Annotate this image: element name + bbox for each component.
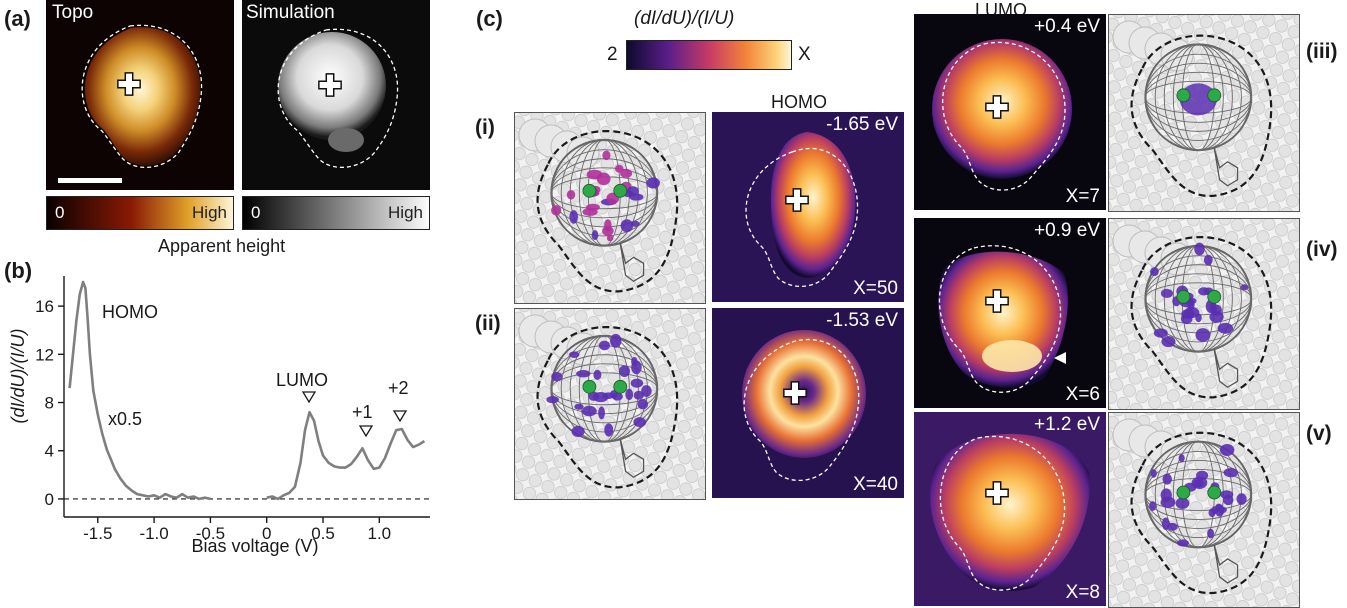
map-homo-1-x: X=50: [853, 278, 898, 299]
c-colorbar: [626, 40, 792, 70]
y-tick-label: 4: [45, 442, 54, 461]
chart-annotations: HOMO x0.5 LUMO +1 +2: [102, 302, 409, 438]
x-tick-label: -0.5: [196, 524, 225, 543]
panel-a-label: (a): [4, 6, 31, 31]
topo-image: Topo: [46, 0, 234, 190]
x-tick-label: 0: [262, 524, 271, 543]
molecule-svg-iii: [1109, 15, 1299, 211]
sim-colorbar: 0 High: [242, 196, 430, 230]
plus2-annotation: +2: [388, 378, 409, 398]
map-lumo-plus2-energy: +1.2 eV: [1033, 414, 1100, 435]
label-ii: (ii): [475, 312, 501, 335]
label-i: (i): [475, 116, 495, 139]
y-tick-label: 0: [45, 490, 54, 509]
map-lumo-plus2: +1.2 eV X=8: [914, 412, 1106, 606]
molecule-model-iv: [1108, 218, 1300, 410]
molecule-svg-ii: [515, 309, 705, 499]
y-tick-label: 16: [35, 297, 54, 316]
molecule-svg-i: [515, 113, 705, 303]
panel-c-label: (c): [476, 6, 503, 31]
x-tick-label: -1.0: [139, 524, 168, 543]
map-lumo: +0.4 eV X=7: [914, 14, 1106, 210]
plus1-annotation: +1: [352, 402, 373, 422]
molecule-model-v: [1108, 412, 1300, 608]
topo-colorbar-max: High: [192, 203, 227, 222]
homo-annotation: HOMO: [102, 302, 158, 322]
molecule-model-ii: [514, 308, 706, 500]
molecule-model-i: [514, 112, 706, 304]
y-tick-label: 8: [45, 394, 54, 413]
topo-image-svg: [46, 0, 234, 190]
c-colorbar-title: (dI/dU)/(I/U): [634, 8, 735, 29]
c-colorbar-max: X: [798, 44, 811, 65]
map-homo-1-energy: -1.65 eV: [826, 114, 898, 135]
molecule-svg-iv: [1109, 219, 1299, 409]
homo-header: HOMO: [771, 92, 827, 112]
scale-bar: [58, 178, 122, 183]
lumo-annotation: LUMO: [276, 370, 328, 390]
map-homo-1: -1.65 eV X=50: [712, 112, 904, 302]
plus2-triangle: [392, 410, 408, 423]
map-lumo-plus2-x: X=8: [1065, 582, 1100, 603]
topo-colorbar-min: 0: [55, 203, 65, 222]
apparent-height-caption: Apparent height: [158, 236, 286, 256]
x-tick-label: -1.5: [83, 524, 112, 543]
chart-axes: -1.5 -1.0 -0.5 0 0.5 1.0 0 4 8 12 16: [35, 276, 430, 543]
label-iv: (iv): [1306, 238, 1338, 261]
sim-colorbar-min: 0: [251, 203, 261, 222]
x-tick-label: 1.0: [368, 524, 392, 543]
c-colorbar-min: 2: [607, 44, 618, 65]
simulation-title: Simulation: [246, 2, 335, 23]
molecule-svg-v: [1109, 413, 1299, 607]
chart-curves: [68, 280, 426, 501]
spectrum-line-negative: [68, 280, 211, 501]
topo-colorbar: 0 High: [46, 196, 234, 230]
map-lumo-energy: +0.4 eV: [1033, 16, 1100, 37]
y-axis-label: (dI/dU)/(I/U): [8, 328, 28, 423]
simulation-image-svg: [242, 0, 430, 190]
x-axis-label: Bias voltage (V): [191, 536, 318, 556]
y-tick-label: 12: [35, 345, 54, 364]
topo-title: Topo: [52, 2, 94, 23]
label-v: (v): [1306, 422, 1332, 445]
map-lumo-plus1-energy: +0.9 eV: [1033, 220, 1100, 241]
map-lumo-x: X=7: [1065, 186, 1100, 207]
label-iii: (iii): [1306, 40, 1338, 63]
panel-b-label: (b): [4, 258, 33, 283]
map-homo-2-x: X=40: [853, 474, 898, 495]
spectrum-chart: -1.5 -1.0 -0.5 0 0.5 1.0 0 4 8 12 16 HOMO x0.5 LUM…: [8, 276, 430, 556]
lumo-triangle: [301, 391, 317, 404]
scale-annotation: x0.5: [108, 409, 142, 429]
map-lumo-plus1-x: X=6: [1065, 384, 1100, 405]
map-homo-2-energy: -1.53 eV: [826, 310, 898, 331]
map-homo-2: -1.53 eV X=40: [712, 308, 904, 498]
spectrum-line-positive: [266, 410, 426, 501]
x-tick-label: 0.5: [311, 524, 335, 543]
simulation-image: Simulation: [242, 0, 430, 190]
map-lumo-plus1: +0.9 eV X=6: [914, 218, 1106, 408]
plus1-triangle: [358, 425, 374, 438]
molecule-model-iii: [1108, 14, 1300, 212]
sim-colorbar-max: High: [388, 203, 423, 222]
